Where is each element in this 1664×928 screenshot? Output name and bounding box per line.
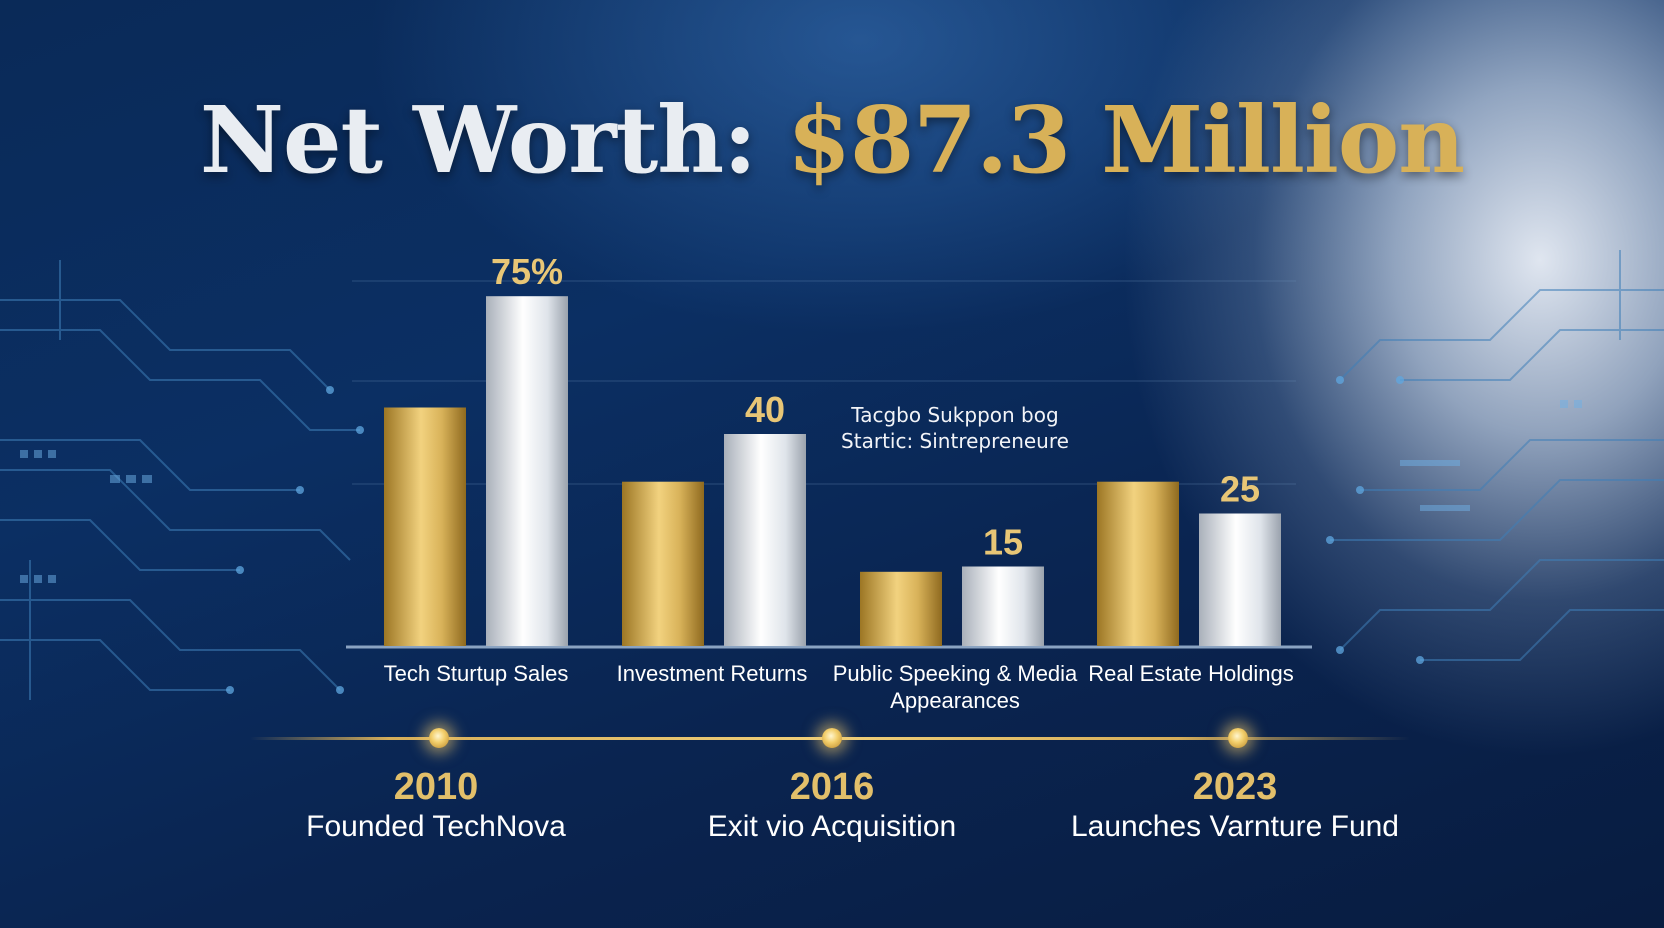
bar-gold — [384, 407, 466, 646]
bar-silver — [724, 434, 806, 646]
bar-silver — [1199, 513, 1281, 646]
bar-value-label: 25 — [1220, 469, 1260, 510]
bar-silver — [486, 296, 568, 646]
timeline-description: Exit vio Acquisition — [707, 810, 957, 843]
bar-value-label: 40 — [745, 389, 785, 430]
timeline-dot — [429, 728, 449, 748]
chart-annotation: Tacgbo Sukppon bog Startic: Sintrepreneu… — [820, 402, 1090, 454]
timeline-year: 2016 — [789, 766, 875, 808]
page-title: Net Worth: $87.3 Million — [0, 86, 1664, 194]
bar-value-label: 15 — [983, 522, 1023, 563]
category-label: Tech Sturtup Sales — [383, 661, 569, 686]
category-label: Investment Returns — [616, 661, 808, 686]
timeline-description: Founded TechNova — [306, 810, 566, 843]
timeline-dot — [822, 728, 842, 748]
bar-gold — [622, 481, 704, 646]
bar-value-label: 75% — [491, 251, 563, 292]
category-label: Public Speeking & Media Appearances — [832, 661, 1078, 713]
timeline-year: 2010 — [393, 766, 479, 808]
annotation-line-2: Startic: Sintrepreneure — [841, 429, 1069, 453]
timeline-description: Launches Varnture Fund — [1071, 810, 1399, 843]
timeline-dot — [1228, 728, 1248, 748]
annotation-line-1: Tacgbo Sukppon bog — [851, 403, 1059, 427]
title-amount: $87.3 Million — [787, 86, 1465, 194]
category-label: Real Estate Holdings — [1088, 661, 1294, 686]
timeline-year: 2023 — [1192, 766, 1278, 808]
title-prefix: Net Worth: — [199, 86, 788, 194]
bar-gold — [860, 571, 942, 646]
bar-gold — [1097, 481, 1179, 646]
bar-silver — [962, 566, 1044, 646]
